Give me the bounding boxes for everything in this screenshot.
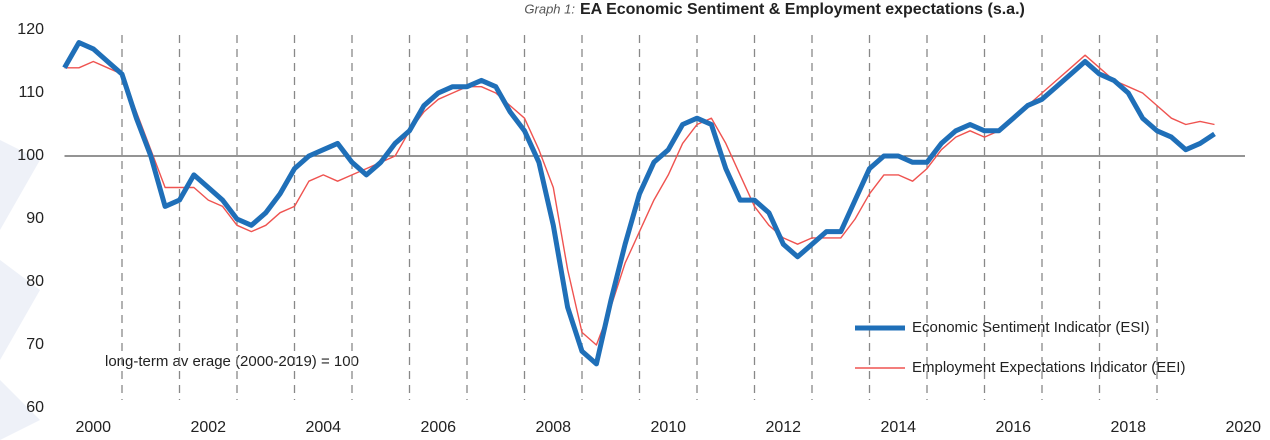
y-tick-label: 80 xyxy=(26,273,44,290)
x-tick-label: 2008 xyxy=(535,419,571,436)
y-tick-label: 110 xyxy=(18,84,44,101)
y-tick-label: 60 xyxy=(26,399,44,416)
x-tick-label: 2016 xyxy=(995,419,1031,436)
y-tick-label: 120 xyxy=(17,21,44,38)
x-tick-label: 2010 xyxy=(650,419,686,436)
x-tick-label: 2020 xyxy=(1225,419,1261,436)
x-tick-label: 2004 xyxy=(305,419,341,436)
legend-label: Employment Expectations Indicator (EEI) xyxy=(912,359,1185,376)
series-line xyxy=(62,40,1216,367)
x-tick-label: 2014 xyxy=(880,419,916,436)
x-tick-label: 2018 xyxy=(1110,419,1146,436)
decoration xyxy=(0,140,40,230)
annotation: long-term av erage (2000-2019) = 100 xyxy=(105,353,359,370)
x-tick-label: 2000 xyxy=(75,419,111,436)
y-tick-label: 90 xyxy=(26,210,44,227)
x-tick-label: 2002 xyxy=(190,419,226,436)
decoration xyxy=(0,260,40,360)
x-tick-label: 2006 xyxy=(420,419,456,436)
decoration xyxy=(0,380,40,440)
y-tick-label: 100 xyxy=(17,147,44,164)
legend-label: Economic Sentiment Indicator (ESI) xyxy=(912,319,1150,336)
chart-title: EA Economic Sentiment & Employment expec… xyxy=(580,1,1025,18)
y-tick-label: 70 xyxy=(26,336,44,353)
chart-title-label: Graph 1: xyxy=(524,1,575,16)
x-tick-label: 2012 xyxy=(765,419,801,436)
